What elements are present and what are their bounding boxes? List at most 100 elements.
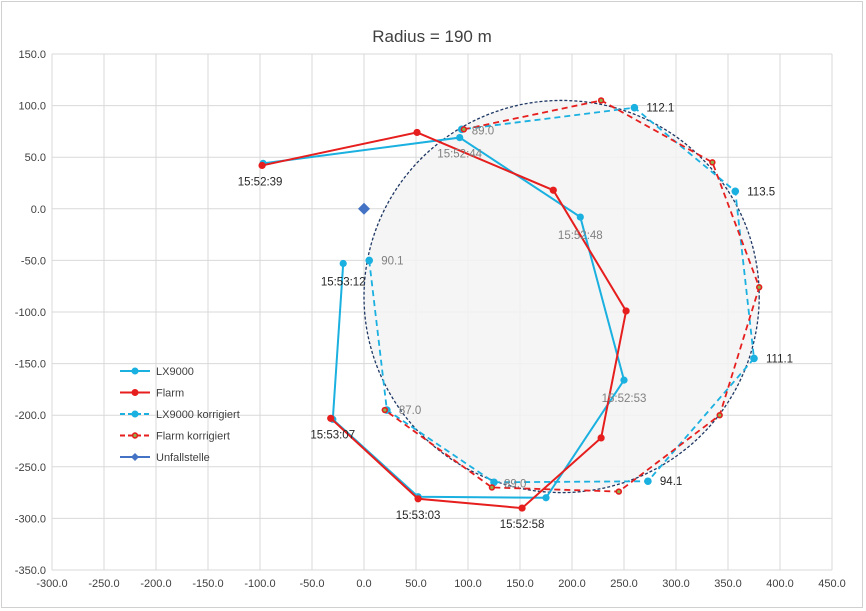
- point-flarm-korrigiert-inner: [490, 485, 494, 490]
- x-tick-label: 50.0: [405, 578, 426, 590]
- data-label: 87.0: [399, 405, 421, 417]
- point-lx9000: [576, 213, 584, 221]
- data-label: 15:52:44: [437, 149, 482, 161]
- data-label: 89.0: [472, 125, 494, 137]
- y-tick-label: 100.0: [18, 101, 46, 113]
- y-tick-label: -150.0: [15, 359, 46, 371]
- legend-item-lx9000-korrigiert: LX9000 korrigiert: [120, 409, 240, 421]
- point-flarm-korrigiert-inner: [383, 408, 387, 412]
- data-label: 112.1: [646, 103, 674, 115]
- line-flarm: [261, 131, 628, 510]
- x-tick-label: 200.0: [558, 578, 586, 590]
- data-label: 15:52:39: [238, 176, 283, 188]
- data-label: 94.1: [660, 476, 682, 488]
- legend-label: Unfallstelle: [156, 452, 210, 464]
- x-tick-label: -50.0: [299, 578, 324, 590]
- point-flarm-korrigiert-inner: [599, 98, 603, 103]
- legend-item-flarm: Flarm: [120, 388, 184, 400]
- legend-label: LX9000: [156, 366, 194, 378]
- point-lx9000-korrigiert: [644, 477, 652, 486]
- legend-swatch-marker: [131, 389, 139, 396]
- point-flarm-korrigiert-inner: [617, 489, 621, 494]
- x-tick-label: -200.0: [140, 578, 171, 590]
- radius-circle: [363, 99, 760, 494]
- legend-item-lx9000: LX9000: [120, 366, 194, 378]
- legend-swatch-marker: [131, 453, 139, 461]
- y-tick-label: -50.0: [21, 255, 46, 267]
- annotations-layer: 15:52:39 15:52:44 15:52:48 15:52:53 15:52:58…: [238, 103, 793, 531]
- legend-item-flarm-korrigiert: Flarm korrigiert: [120, 431, 230, 443]
- data-label: 15:53:12: [321, 276, 366, 288]
- x-tick-label: 0.0: [356, 578, 371, 590]
- point-unfallstelle: [358, 202, 370, 215]
- x-tick-label: 250.0: [610, 578, 638, 590]
- line-flarm-korrigiert: [384, 99, 761, 493]
- radius-circle-layer: [363, 99, 760, 494]
- point-flarm: [549, 186, 557, 194]
- point-lx9000: [456, 133, 464, 142]
- legend-label: Flarm: [156, 388, 184, 400]
- y-tick-label: -200.0: [15, 410, 46, 422]
- axis-tick-labels: -300.0 -250.0 -200.0 -150.0 -100.0 -50.0 0.0 50…: [15, 49, 846, 590]
- point-lx9000-korrigiert: [731, 187, 740, 196]
- data-label: 90.1: [381, 255, 403, 267]
- series-unfallstelle: [358, 202, 370, 215]
- y-tick-label: 0.0: [31, 204, 46, 216]
- data-label: 111.1: [766, 353, 793, 365]
- series-flarm-korrigiert: [381, 97, 763, 495]
- point-flarm-korrigiert-inner: [710, 160, 715, 164]
- data-label: 15:52:58: [500, 519, 545, 531]
- series-layer: [258, 97, 763, 512]
- legend-label: Flarm korrigiert: [156, 431, 230, 443]
- point-lx9000-korrigiert: [630, 103, 639, 112]
- point-flarm: [413, 128, 421, 137]
- point-flarm: [327, 414, 335, 422]
- x-tick-label: -300.0: [36, 578, 67, 590]
- data-label: 15:53:07: [310, 429, 355, 441]
- legend-item-unfallstelle: Unfallstelle: [120, 452, 210, 464]
- point-flarm: [518, 504, 526, 512]
- data-label: 15:53:03: [396, 510, 441, 522]
- legend: LX9000 Flarm LX9000 korrigiert Flarm korrig…: [120, 366, 240, 464]
- point-flarm-korrigiert-inner: [718, 413, 722, 417]
- point-flarm-korrigiert-inner: [757, 285, 761, 289]
- legend-swatch-marker: [131, 410, 139, 418]
- x-tick-label: 400.0: [766, 578, 794, 590]
- x-tick-label: -100.0: [244, 578, 275, 590]
- point-flarm: [597, 434, 605, 442]
- series-flarm: [258, 128, 630, 512]
- data-label: 113.5: [747, 186, 775, 198]
- point-flarm: [414, 495, 422, 503]
- chart-title: Radius = 190 m: [372, 27, 492, 46]
- x-tick-label: 100.0: [454, 578, 482, 590]
- point-lx9000: [620, 376, 628, 384]
- data-label: 15:52:48: [558, 230, 603, 242]
- y-tick-label: -300.0: [15, 513, 46, 525]
- y-tick-label: -350.0: [15, 565, 46, 577]
- point-flarm-korrigiert-inner: [462, 127, 466, 131]
- line-lx9000-korrigiert: [368, 106, 755, 484]
- x-tick-label: 450.0: [818, 578, 846, 590]
- legend-swatch-marker: [131, 367, 139, 375]
- y-tick-label: 50.0: [25, 152, 46, 164]
- point-lx9000-korrigiert: [490, 478, 498, 487]
- y-tick-label: -250.0: [15, 462, 46, 474]
- point-lx9000: [339, 259, 347, 268]
- x-tick-label: -250.0: [88, 578, 119, 590]
- data-label: 15:52:53: [602, 393, 647, 405]
- x-tick-label: 350.0: [714, 578, 742, 590]
- data-label: 89.0: [504, 478, 526, 490]
- legend-swatch-marker-inner: [133, 433, 137, 438]
- point-lx9000: [542, 494, 550, 502]
- legend-label: LX9000 korrigiert: [156, 409, 240, 421]
- point-flarm: [622, 307, 630, 315]
- y-tick-label: -100.0: [15, 307, 46, 319]
- point-flarm: [258, 161, 266, 170]
- point-lx9000-korrigiert: [750, 354, 758, 363]
- x-tick-label: 300.0: [662, 578, 690, 590]
- point-lx9000-korrigiert: [365, 256, 374, 265]
- x-tick-label: -150.0: [192, 578, 223, 590]
- x-tick-label: 150.0: [506, 578, 534, 590]
